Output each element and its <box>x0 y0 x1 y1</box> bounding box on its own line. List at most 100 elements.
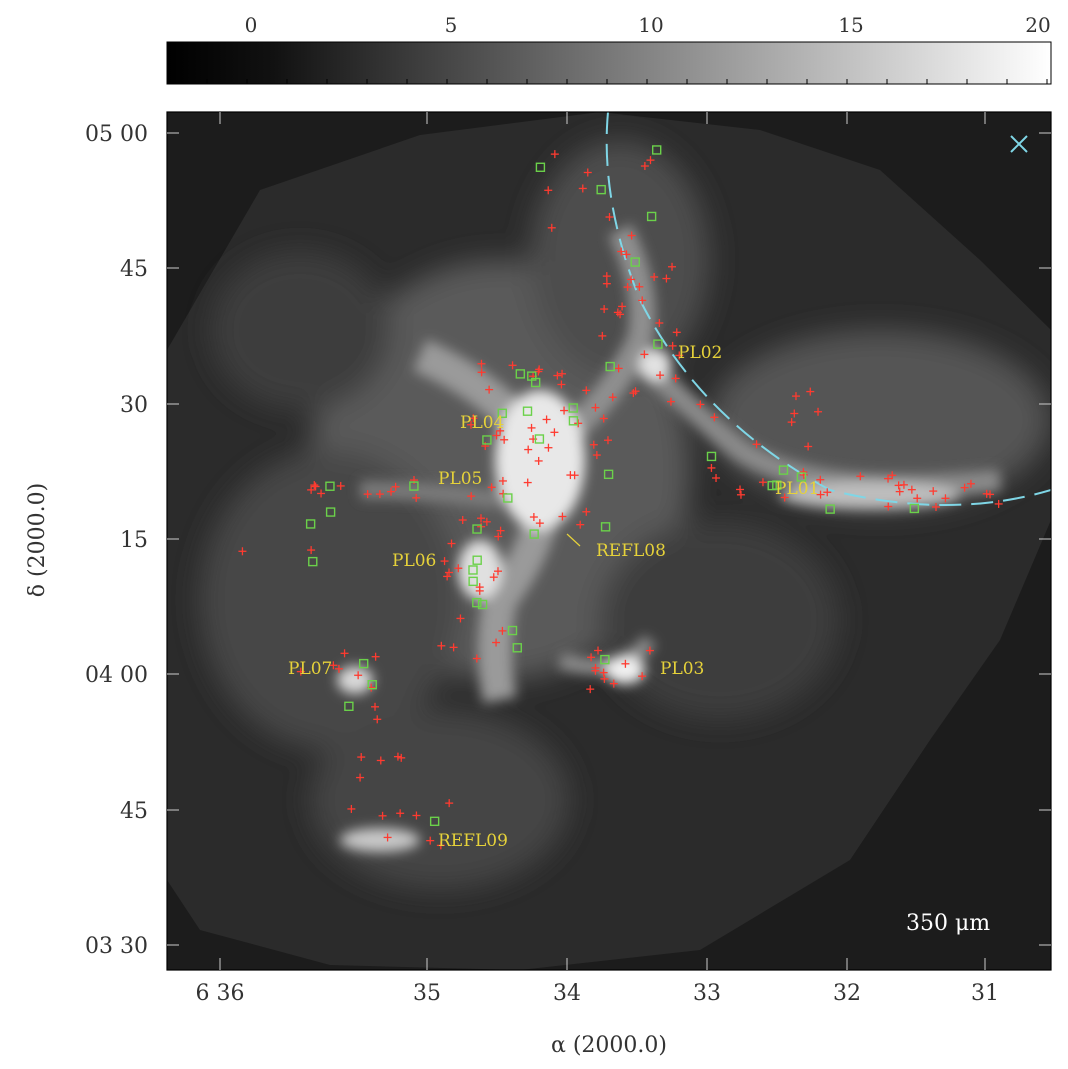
source-marker-plus <box>363 490 372 499</box>
source-marker-plus <box>594 646 603 655</box>
source-marker-plus <box>535 519 544 528</box>
source-marker-plus <box>758 478 767 487</box>
source-marker-plus <box>736 490 745 499</box>
source-marker-square <box>529 529 539 539</box>
source-marker-plus <box>907 485 916 494</box>
source-marker-plus <box>558 512 567 521</box>
source-marker-plus <box>553 371 562 380</box>
source-marker-plus <box>752 440 761 449</box>
y-tick-label: 30 <box>120 393 148 418</box>
label-pl03: PL03 <box>660 659 704 679</box>
source-marker-plus <box>550 150 559 159</box>
source-marker-plus <box>696 400 705 409</box>
source-marker-square <box>482 435 492 445</box>
source-marker-plus <box>707 463 716 472</box>
emission-map <box>167 112 1051 970</box>
source-marker-plus <box>467 492 476 501</box>
source-marker-plus <box>387 487 396 496</box>
source-marker-plus <box>383 833 392 842</box>
colorbar-tick-label: 15 <box>838 13 863 37</box>
source-marker-plus <box>547 223 556 232</box>
source-marker-plus <box>646 156 655 165</box>
source-marker-plus <box>476 514 485 523</box>
source-marker-plus <box>598 331 607 340</box>
source-marker-plus <box>640 162 649 171</box>
source-marker-plus <box>929 487 938 496</box>
source-marker-square <box>472 597 482 608</box>
source-marker-plus <box>557 380 566 389</box>
source-marker-plus <box>296 667 305 676</box>
source-marker-plus <box>668 341 677 350</box>
source-marker-square <box>344 701 354 711</box>
source-marker-square <box>646 211 657 222</box>
source-marker-plus <box>622 250 631 259</box>
source-marker-plus <box>449 643 458 652</box>
source-marker-plus <box>627 275 636 284</box>
source-marker-plus <box>445 799 454 808</box>
source-marker-plus <box>498 626 507 635</box>
source-marker-plus <box>592 451 601 460</box>
source-marker-plus <box>492 431 501 440</box>
y-tick-labels: 05 00 45 30 15 04 00 45 03 30 <box>85 122 148 959</box>
source-marker-plus <box>440 557 449 566</box>
source-marker-plus <box>558 369 567 378</box>
x-tick-label: 32 <box>833 981 861 1006</box>
x-tick-label: 31 <box>971 981 999 1006</box>
source-marker-plus <box>603 436 612 445</box>
source-marker-square <box>530 377 541 388</box>
source-marker-plus <box>508 361 517 370</box>
source-marker-plus <box>602 279 611 288</box>
source-marker-plus <box>799 470 808 479</box>
source-marker-plus <box>629 389 638 398</box>
source-marker-plus <box>477 359 486 368</box>
source-marker-square <box>503 493 513 503</box>
source-marker-square <box>305 519 316 529</box>
source-marker-plus <box>466 420 475 429</box>
source-marker-plus <box>458 516 467 525</box>
y-axis-label: δ (2000.0) <box>25 483 50 597</box>
y-tick-label: 15 <box>120 528 148 553</box>
source-marker-plus <box>656 371 665 380</box>
bubble-boundary-curve <box>605 112 1051 506</box>
source-marker-plus <box>334 664 343 673</box>
source-marker-square <box>468 565 478 575</box>
source-marker-plus <box>816 490 825 499</box>
source-marker-plus <box>472 654 481 663</box>
source-marker-square <box>596 184 606 195</box>
source-marker-square <box>308 556 318 567</box>
map-panel <box>166 111 1052 971</box>
source-marker-square <box>534 434 545 444</box>
source-marker-plus <box>605 213 614 222</box>
source-marker-plus <box>534 456 543 465</box>
source-marker-plus <box>498 476 507 485</box>
source-marker-plus <box>317 489 326 498</box>
source-marker-plus <box>482 517 491 526</box>
source-marker-plus <box>500 435 509 444</box>
x-tick-labels: 6 36 35 34 33 32 31 <box>196 981 999 1006</box>
source-marker-square <box>358 658 369 669</box>
colorbar-tick-label: 10 <box>638 13 663 37</box>
source-marker-square <box>367 680 377 690</box>
source-marker-plus <box>613 308 622 317</box>
source-marker-plus <box>396 809 405 818</box>
source-marker-square <box>653 339 663 349</box>
source-marker-plus <box>456 614 465 623</box>
source-marker-plus <box>600 674 609 683</box>
source-marker-plus <box>582 386 591 395</box>
source-marker-plus <box>238 547 247 556</box>
source-marker-plus <box>814 407 823 416</box>
source-marker-plus <box>469 414 478 423</box>
source-marker-plus <box>445 568 454 577</box>
source-marker-plus <box>307 546 316 555</box>
source-marker-plus <box>856 472 865 481</box>
source-marker-plus <box>371 702 380 711</box>
source-marker-plus <box>582 507 591 516</box>
source-marker-plus <box>609 679 618 688</box>
source-marker-plus <box>823 488 832 497</box>
source-marker-plus <box>354 671 363 680</box>
source-marker-plus <box>347 804 356 813</box>
label-refl09: REFL09 <box>438 831 508 851</box>
source-marker-plus <box>574 419 583 428</box>
label-pl06: PL06 <box>392 551 436 571</box>
source-marker-plus <box>494 532 503 541</box>
